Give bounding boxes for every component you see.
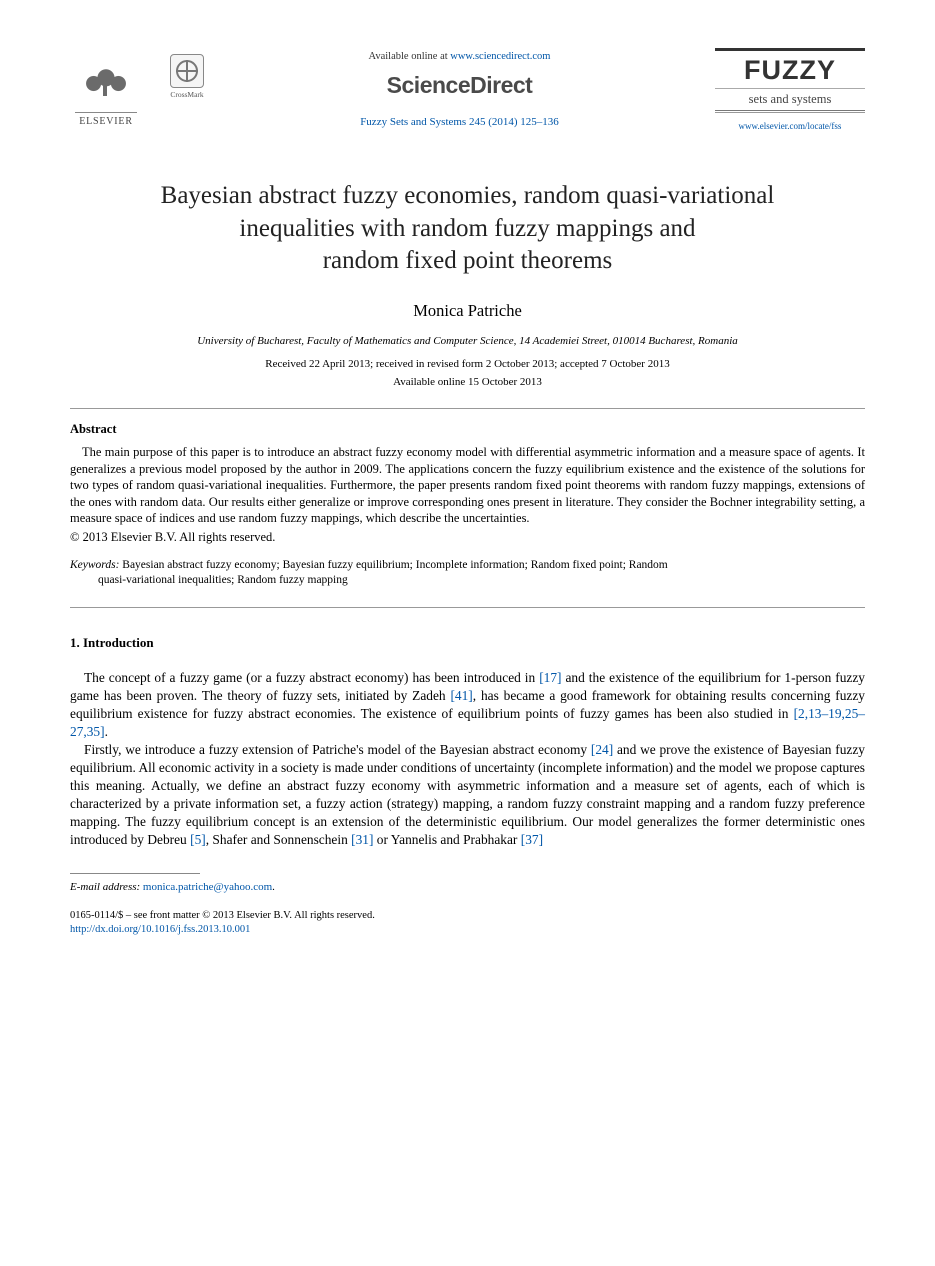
journal-reference[interactable]: Fuzzy Sets and Systems 245 (2014) 125–13…	[204, 115, 715, 130]
citation-link[interactable]: [31]	[351, 832, 373, 847]
text-run: .	[105, 724, 108, 739]
keywords-label: Keywords:	[70, 559, 119, 571]
crossmark-icon	[170, 54, 204, 88]
copyright-notice: © 2013 Elsevier B.V. All rights reserved…	[70, 529, 865, 546]
abstract-text: The main purpose of this paper is to int…	[70, 444, 865, 527]
citation-link[interactable]: [24]	[591, 742, 613, 757]
header-left-logos: ELSEVIER CrossMark	[70, 48, 204, 128]
crossmark-badge[interactable]: CrossMark	[170, 54, 204, 100]
author-email-link[interactable]: monica.patriche@yahoo.com	[143, 881, 272, 893]
elsevier-tree-icon	[75, 55, 137, 113]
article-title: Bayesian abstract fuzzy economies, rando…	[90, 180, 845, 278]
divider-rule	[70, 607, 865, 608]
corresponding-email-footnote: E-mail address: monica.patriche@yahoo.co…	[70, 880, 865, 895]
fuzzy-logo-box: FUZZY sets and systems	[715, 48, 865, 111]
page-header: ELSEVIER CrossMark Available online at w…	[70, 48, 865, 132]
citation-link[interactable]: [37]	[521, 832, 543, 847]
available-online-date: Available online 15 October 2013	[70, 375, 865, 390]
available-prefix: Available online at	[369, 51, 451, 62]
sciencedirect-url[interactable]: www.sciencedirect.com	[450, 51, 550, 62]
elsevier-label: ELSEVIER	[79, 115, 133, 129]
citation-link[interactable]: [5]	[190, 832, 206, 847]
text-run: The concept of a fuzzy game (or a fuzzy …	[84, 670, 539, 685]
journal-homepage-url[interactable]: www.elsevier.com/locate/fss	[715, 120, 865, 132]
article-history-dates: Received 22 April 2013; received in revi…	[70, 357, 865, 372]
page-footer: 0165-0114/$ – see front matter © 2013 El…	[70, 909, 865, 937]
section-heading-introduction: 1. Introduction	[70, 634, 865, 652]
text-run: , Shafer and Sonnenschein	[206, 832, 351, 847]
front-matter-notice: 0165-0114/$ – see front matter © 2013 El…	[70, 909, 865, 923]
author-affiliation: University of Bucharest, Faculty of Math…	[70, 334, 865, 349]
citation-link[interactable]: [41]	[450, 688, 472, 703]
abstract-heading: Abstract	[70, 421, 865, 438]
text-run: Firstly, we introduce a fuzzy extension …	[84, 742, 591, 757]
intro-paragraph-2: Firstly, we introduce a fuzzy extension …	[70, 741, 865, 849]
doi-link[interactable]: http://dx.doi.org/10.1016/j.fss.2013.10.…	[70, 923, 865, 937]
citation-link[interactable]: [17]	[539, 670, 561, 685]
divider-rule	[70, 408, 865, 409]
crossmark-label: CrossMark	[170, 90, 203, 100]
keywords-line-1: Bayesian abstract fuzzy economy; Bayesia…	[119, 559, 667, 571]
fuzzy-logo-subtitle: sets and systems	[715, 88, 865, 108]
header-center: Available online at www.sciencedirect.co…	[204, 48, 715, 130]
sciencedirect-logo: ScienceDirect	[204, 70, 715, 101]
title-line-2: inequalities with random fuzzy mappings …	[239, 215, 695, 242]
title-line-1: Bayesian abstract fuzzy economies, rando…	[161, 182, 775, 209]
author-name: Monica Patriche	[70, 300, 865, 322]
text-run: or Yannelis and Prabhakar	[373, 832, 520, 847]
footnote-rule	[70, 873, 200, 874]
available-online-text: Available online at www.sciencedirect.co…	[204, 50, 715, 64]
fuzzy-logo-text: FUZZY	[715, 57, 865, 84]
intro-paragraph-1: The concept of a fuzzy game (or a fuzzy …	[70, 669, 865, 741]
text-run: .	[272, 881, 275, 893]
keywords-block: Keywords: Bayesian abstract fuzzy econom…	[70, 558, 865, 589]
email-label: E-mail address:	[70, 881, 140, 893]
elsevier-logo: ELSEVIER	[70, 48, 142, 128]
journal-cover-badge: FUZZY sets and systems www.elsevier.com/…	[715, 48, 865, 132]
title-line-3: random fixed point theorems	[323, 247, 613, 274]
keywords-line-2: quasi-variational inequalities; Random f…	[70, 573, 865, 589]
abstract-body: The main purpose of this paper is to int…	[70, 444, 865, 527]
introduction-body: The concept of a fuzzy game (or a fuzzy …	[70, 669, 865, 849]
